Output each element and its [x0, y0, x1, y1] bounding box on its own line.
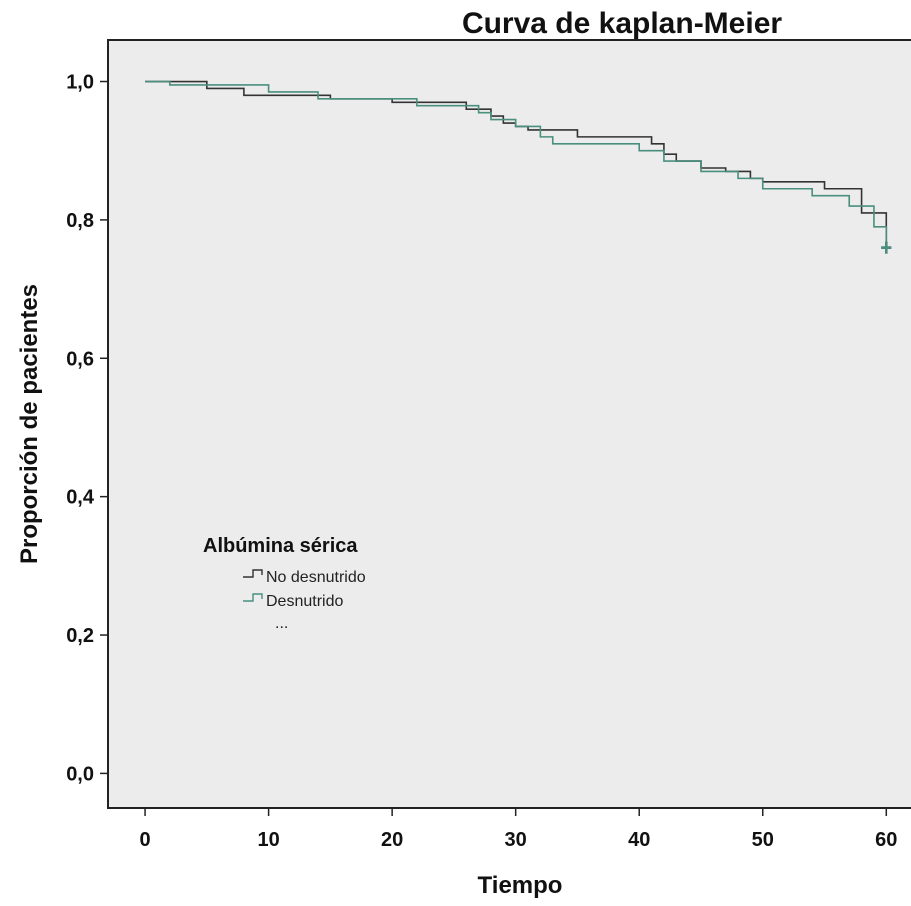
series-layer: [145, 80, 892, 254]
chart-title: Curva de kaplan-Meier: [462, 7, 782, 40]
x-tick-label: 30: [505, 829, 527, 851]
plot-area: [107, 39, 911, 809]
legend-title: Albúmina sérica: [203, 535, 358, 557]
x-tick-label: 40: [628, 829, 650, 851]
x-axis-label: Tiempo: [478, 872, 563, 899]
y-axis-label: Proporción de pacientes: [16, 284, 43, 564]
x-tick-label: 50: [752, 829, 774, 851]
x-axis-ticks: 0 10 20 30 40 50 60: [139, 808, 897, 851]
legend-swatch-0: [243, 569, 263, 578]
y-tick-label: 1,0: [66, 72, 94, 94]
legend-items: No desnutrido Desnutrido: [243, 569, 366, 610]
x-tick-label: 20: [381, 829, 403, 851]
x-tick-label: 0: [139, 829, 150, 851]
x-tick-label: 10: [257, 829, 279, 851]
legend-swatch-1: [243, 593, 263, 602]
legend-extra-text: ...: [275, 615, 288, 632]
legend-item-label: Desnutrido: [266, 593, 343, 610]
legend-item-label: No desnutrido: [266, 569, 366, 586]
y-tick-label: 0,4: [66, 487, 95, 509]
y-tick-label: 0,8: [66, 210, 94, 232]
survival-curve-1: [145, 80, 888, 248]
x-tick-label: 60: [875, 829, 897, 851]
censor-mark-1: [881, 241, 892, 254]
legend: Albúmina sérica No desnutridoDesnutrido …: [203, 535, 366, 632]
y-tick-label: 0,2: [66, 625, 94, 647]
y-tick-label: 0,6: [66, 348, 94, 370]
y-tick-label: 0,0: [66, 763, 94, 785]
y-axis-ticks: 0,0 0,2 0,4 0,6 0,8 1,0: [66, 72, 108, 785]
